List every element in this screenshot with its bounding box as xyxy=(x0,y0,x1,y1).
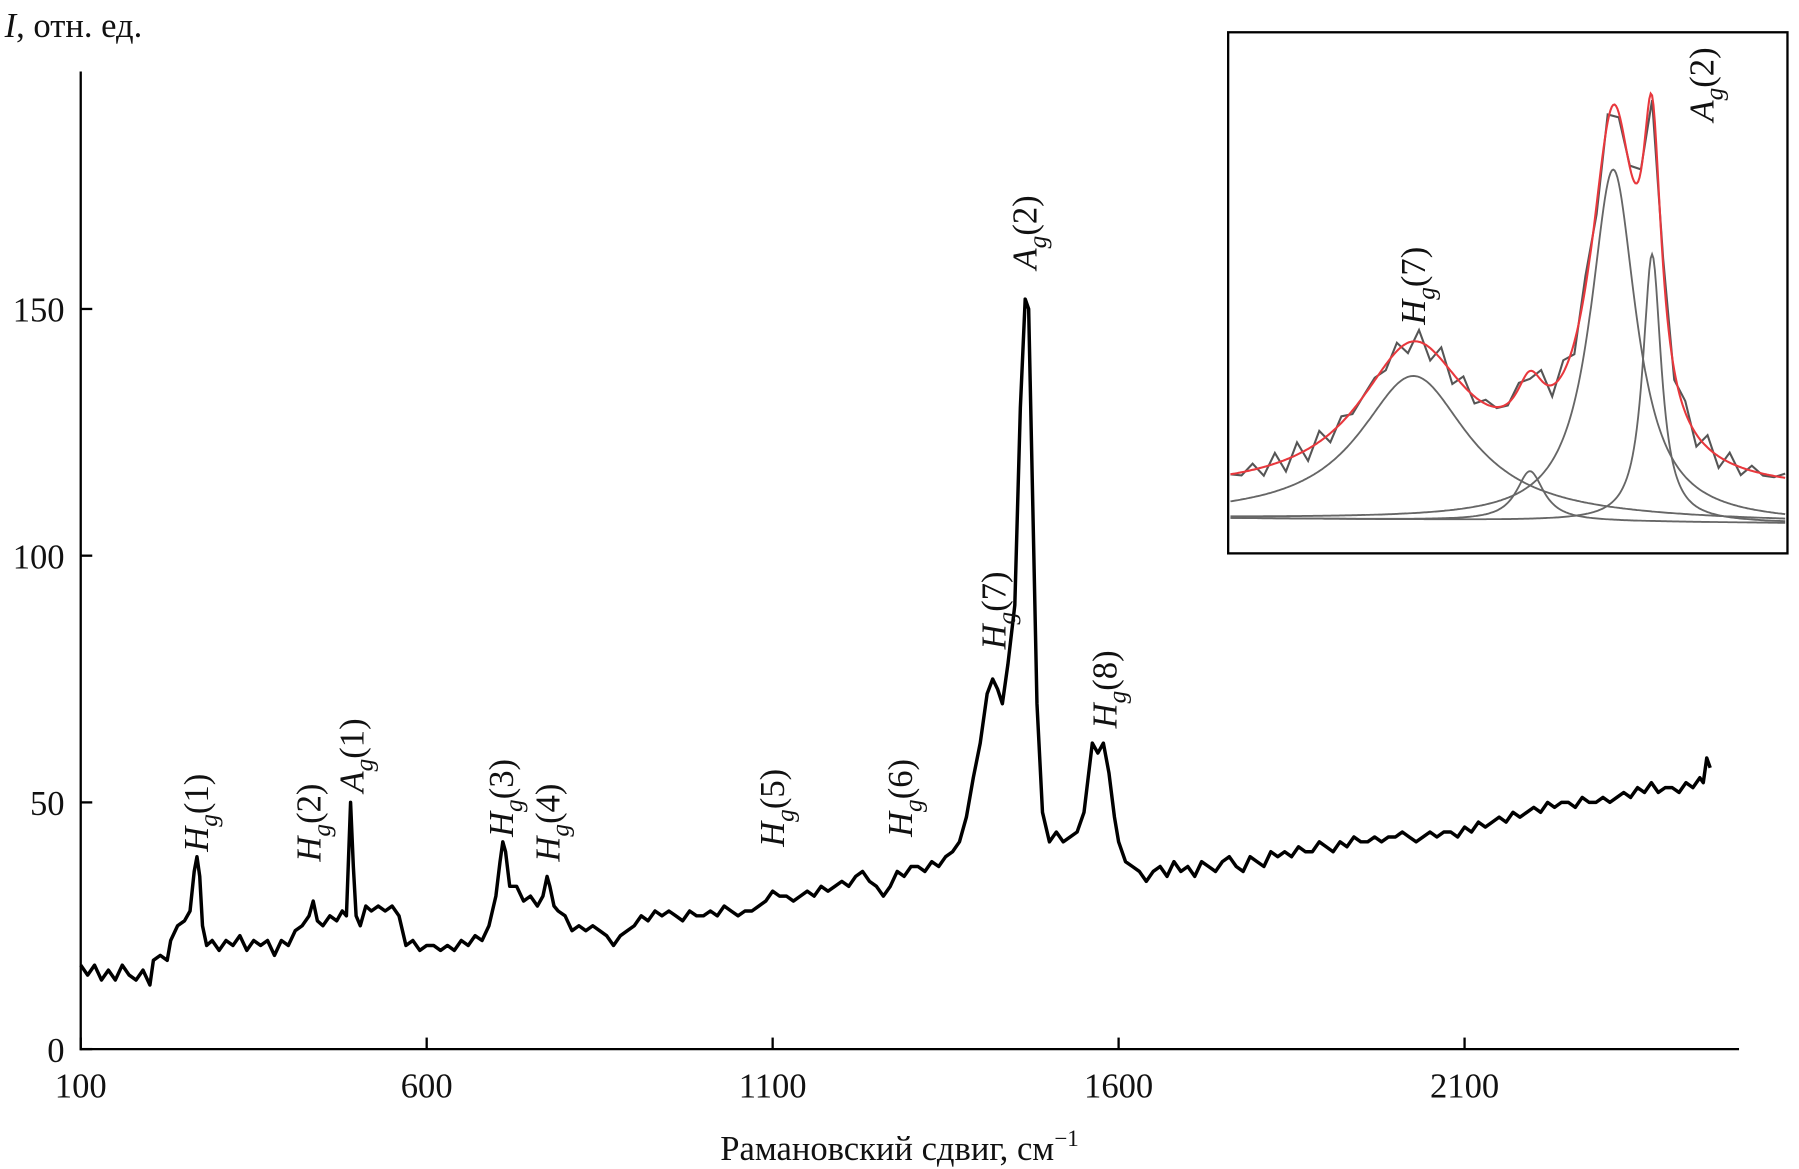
x-tick-label: 600 xyxy=(401,1068,453,1106)
peak-label-symbol: A xyxy=(1007,247,1045,271)
peak-label: Hg(1) xyxy=(178,774,223,853)
peak-label-symbol: H xyxy=(1395,298,1433,326)
peak-label-symbol: H xyxy=(529,835,567,863)
peak-label-symbol: H xyxy=(754,820,792,848)
peak-label-subscript: g xyxy=(1104,691,1132,704)
peak-label-symbol: H xyxy=(882,810,920,838)
y-tick-label: 100 xyxy=(13,538,65,576)
y-axis-title: I, отн. ед. xyxy=(4,7,143,45)
peak-label-index: (5) xyxy=(754,769,792,809)
peak-label: Hg(4) xyxy=(529,784,574,863)
peak-label-index: (1) xyxy=(333,718,371,758)
peak-label-symbol: H xyxy=(483,810,521,838)
peak-label: Hg(3) xyxy=(483,759,528,838)
peak-label-symbol: H xyxy=(291,835,329,863)
x-tick-label: 2100 xyxy=(1430,1068,1499,1106)
peak-label-symbol: A xyxy=(333,771,371,795)
y-axis-title-symbol: I xyxy=(4,7,18,45)
peak-label-subscript: g xyxy=(899,799,927,812)
peak-label-subscript: g xyxy=(195,814,223,827)
svg-text:Рамановский сдвиг, см−1: Рамановский сдвиг, см−1 xyxy=(720,1125,1078,1168)
inset-fit-curve xyxy=(1230,91,1786,479)
peak-label-subscript: g xyxy=(1701,88,1729,101)
svg-text:I, отн. ед.: I, отн. ед. xyxy=(4,7,143,45)
x-tick-label: 100 xyxy=(55,1068,107,1106)
peak-label-symbol: H xyxy=(1086,701,1124,729)
peak-label: Hg(5) xyxy=(754,769,799,848)
peak-label: Hg(8) xyxy=(1086,650,1131,729)
x-axis-title-text: Рамановский сдвиг, см xyxy=(720,1130,1054,1168)
inset-component-curve xyxy=(1230,251,1786,523)
peak-label-index: (2) xyxy=(291,784,329,824)
peak-label: Hg(2) xyxy=(291,784,336,863)
peak-label-index: (7) xyxy=(976,571,1014,611)
x-axis-title-unit-exponent: −1 xyxy=(1054,1125,1079,1151)
peak-label-subscript: g xyxy=(1024,236,1052,249)
x-tick-label: 1100 xyxy=(739,1068,807,1106)
peak-label: Ag(2) xyxy=(1683,47,1728,123)
inset-experimental-curve xyxy=(1230,100,1786,479)
peak-label: Hg(7) xyxy=(976,571,1021,650)
peak-label-subscript: g xyxy=(1412,287,1440,300)
peak-label-symbol: H xyxy=(178,825,216,853)
peak-label-subscript: g xyxy=(993,612,1021,625)
peak-label-index: (7) xyxy=(1395,247,1433,287)
peak-label-subscript: g xyxy=(308,824,336,837)
peak-label-index: (4) xyxy=(529,784,567,824)
y-tick-label: 150 xyxy=(13,292,65,330)
y-tick-label: 0 xyxy=(47,1032,64,1070)
peak-label-index: (1) xyxy=(178,774,216,814)
inset-component-curve xyxy=(1230,168,1786,518)
peak-label-subscript: g xyxy=(547,824,575,837)
y-tick-label: 50 xyxy=(30,785,65,823)
peak-label-index: (3) xyxy=(483,759,521,799)
x-axis-title: Рамановский сдвиг, см−1 xyxy=(720,1125,1078,1168)
inset-fit-panel: Hg(7)Ag(2) xyxy=(1227,31,1789,555)
peak-label-index: (2) xyxy=(1683,47,1721,87)
peak-label: Ag(1) xyxy=(333,718,378,794)
peak-label-index: (2) xyxy=(1007,195,1045,235)
peak-label: Hg(7) xyxy=(1395,247,1440,326)
peak-label-symbol: H xyxy=(976,622,1014,650)
peak-label-index: (8) xyxy=(1086,650,1124,690)
inset-frame xyxy=(1227,31,1789,555)
peak-label-subscript: g xyxy=(351,759,379,772)
spectrum-line xyxy=(79,297,1712,987)
peak-label-subscript: g xyxy=(500,799,528,812)
inset-component-curve xyxy=(1230,375,1786,520)
peak-label-symbol: A xyxy=(1683,100,1721,124)
peak-label: Ag(2) xyxy=(1007,195,1052,271)
peak-label: Hg(6) xyxy=(882,759,927,838)
peak-label-index: (6) xyxy=(882,759,920,799)
y-axis-title-text: , отн. ед. xyxy=(16,7,142,45)
peak-label-subscript: g xyxy=(771,809,799,822)
x-tick-label: 1600 xyxy=(1084,1068,1153,1106)
